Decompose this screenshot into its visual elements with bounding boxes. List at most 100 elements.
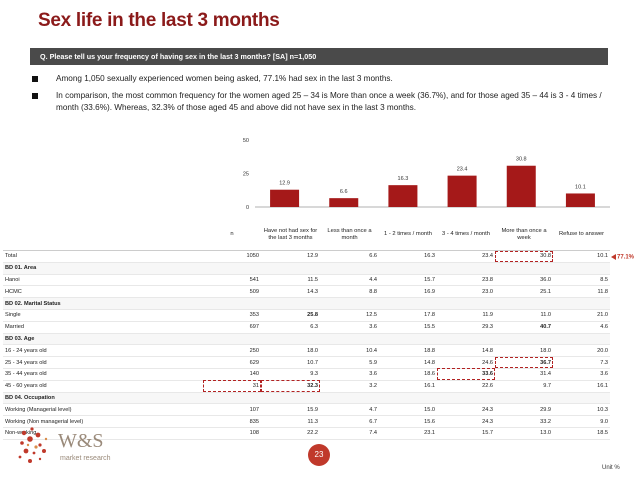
table-cell: 17.8	[379, 309, 437, 322]
y-tick-label: 0	[246, 205, 249, 211]
table-cell: 6.3	[261, 321, 320, 334]
table-cell: 9.0	[553, 415, 610, 428]
table-cell: 8.5	[553, 274, 610, 287]
table-row: Total 1050 12.9 6.6 16.3 23.4 30.8 10.1	[3, 250, 610, 263]
table-row: 45 - 60 years old 31 32.3 3.2 16.1 22.6 9.7 16.…	[3, 380, 610, 393]
table-cell: 108	[203, 427, 261, 440]
table-cell: 12.9	[261, 250, 320, 263]
table-section-row: BD 01. Area	[3, 262, 610, 275]
row-label: BD 04. Occupation	[3, 392, 610, 405]
table-cell: 23.0	[437, 285, 495, 299]
table-cell: 31.4	[495, 368, 553, 381]
y-tick-label: 50	[243, 138, 249, 144]
table-row: HCMC 509 14.3 8.8 16.9 23.0 25.1 11.8	[3, 285, 610, 299]
table-cell: 697	[203, 321, 261, 334]
table-cell: 3.6	[320, 321, 379, 334]
bar	[329, 198, 359, 207]
table-cell: 15.9	[261, 403, 320, 417]
bullet-item: In comparison, the most common frequency…	[30, 90, 620, 114]
table-cell: 509	[203, 285, 261, 299]
table-cell: 31	[203, 380, 261, 393]
row-label: HCMC	[3, 285, 203, 299]
table-cell: 11.0	[495, 309, 553, 322]
table-section-row: BD 02. Marital Status	[3, 297, 610, 310]
column-header: 3 - 4 times / month	[441, 231, 490, 238]
column-header	[3, 220, 203, 251]
table-cell: 16.3	[379, 250, 437, 263]
bar-value-label: 16.3	[398, 176, 409, 182]
bar-value-label: 10.1	[575, 184, 586, 190]
row-label: Single	[3, 309, 203, 322]
row-label: BD 02. Marital Status	[3, 297, 610, 310]
table-cell: 36.7	[495, 356, 553, 369]
table-cell: 12.5	[320, 309, 379, 322]
table-cell: 3.6	[320, 368, 379, 381]
table-cell: 21.0	[553, 309, 610, 322]
row-label: BD 03. Age	[3, 333, 610, 346]
unit-label: Unit %	[602, 465, 620, 471]
page-number: 23	[308, 444, 330, 466]
table-row: Married 697 6.3 3.6 15.5 29.3 40.7 4.6	[3, 321, 610, 334]
column-header: 1 - 2 times / month	[383, 231, 432, 238]
column-header: Have not had sex for the last 3 months	[263, 227, 318, 242]
table-row: Working (Non managerial level) 835 11.3 6.7…	[3, 415, 610, 428]
table-cell: 22.2	[261, 427, 320, 440]
table-cell: 18.8	[379, 344, 437, 358]
table-row: Working (Managerial level) 107 15.9 4.7 15.0…	[3, 403, 610, 417]
column-header: n	[230, 231, 234, 238]
row-label: Working (Managerial level)	[3, 403, 203, 417]
row-label: Total	[3, 250, 203, 263]
table-cell: 6.7	[320, 415, 379, 428]
bar	[447, 175, 477, 207]
table-cell: 11.8	[553, 285, 610, 299]
bar	[270, 189, 300, 207]
ws-logo-icon	[18, 427, 48, 463]
logo-subtitle: market research	[60, 455, 111, 462]
page-title: Sex life in the last 3 months	[38, 10, 280, 31]
table-cell: 4.7	[320, 403, 379, 417]
table-cell: 25.1	[495, 285, 553, 299]
data-table: n Have not had sex for the last 3 months L…	[3, 220, 610, 440]
table-cell: 24.3	[437, 403, 495, 417]
table-cell: 9.7	[495, 380, 553, 393]
table-cell: 36.0	[495, 274, 553, 287]
table-row: Single 353 25.8 12.5 17.8 11.9 11.0 21.0	[3, 309, 610, 322]
row-label: 25 - 34 years old	[3, 356, 203, 369]
table-cell: 33.6	[437, 368, 495, 381]
table-cell: 3.2	[320, 380, 379, 393]
table-cell: 20.0	[553, 344, 610, 358]
table-cell: 14.3	[261, 285, 320, 299]
table-cell: 16.9	[379, 285, 437, 299]
table-cell: 9.3	[261, 368, 320, 381]
table-cell: 11.5	[261, 274, 320, 287]
table-row: Hanoi 541 11.5 4.4 15.7 23.8 36.0 8.5	[3, 274, 610, 287]
row-label: 16 - 24 years old	[3, 344, 203, 358]
table-cell: 7.3	[553, 356, 610, 369]
table-cell: 250	[203, 344, 261, 358]
table-cell: 10.7	[261, 356, 320, 369]
table-cell: 29.9	[495, 403, 553, 417]
row-label: Married	[3, 321, 203, 334]
table-cell: 541	[203, 274, 261, 287]
row-label: Hanoi	[3, 274, 203, 287]
table-cell: 11.3	[261, 415, 320, 428]
table-cell: 33.2	[495, 415, 553, 428]
table-row: 16 - 24 years old 250 18.0 10.4 18.8 14.8 18.0…	[3, 344, 610, 358]
table-cell: 15.6	[379, 415, 437, 428]
table-cell: 4.4	[320, 274, 379, 287]
bullet-square-icon	[32, 93, 38, 99]
table-cell: 629	[203, 356, 261, 369]
table-cell: 18.5	[553, 427, 610, 440]
bar-value-label: 12.9	[279, 181, 290, 187]
row-label: 35 - 44 years old	[3, 368, 203, 381]
table-cell: 835	[203, 415, 261, 428]
table-cell: 3.6	[553, 368, 610, 381]
table-cell: 5.9	[320, 356, 379, 369]
table-cell: 15.7	[437, 427, 495, 440]
table-cell: 8.8	[320, 285, 379, 299]
table-cell: 1050	[203, 250, 261, 263]
table-cell: 16.1	[553, 380, 610, 393]
table-cell: 10.3	[553, 403, 610, 417]
table-cell: 23.4	[437, 250, 495, 263]
table-cell: 4.6	[553, 321, 610, 334]
